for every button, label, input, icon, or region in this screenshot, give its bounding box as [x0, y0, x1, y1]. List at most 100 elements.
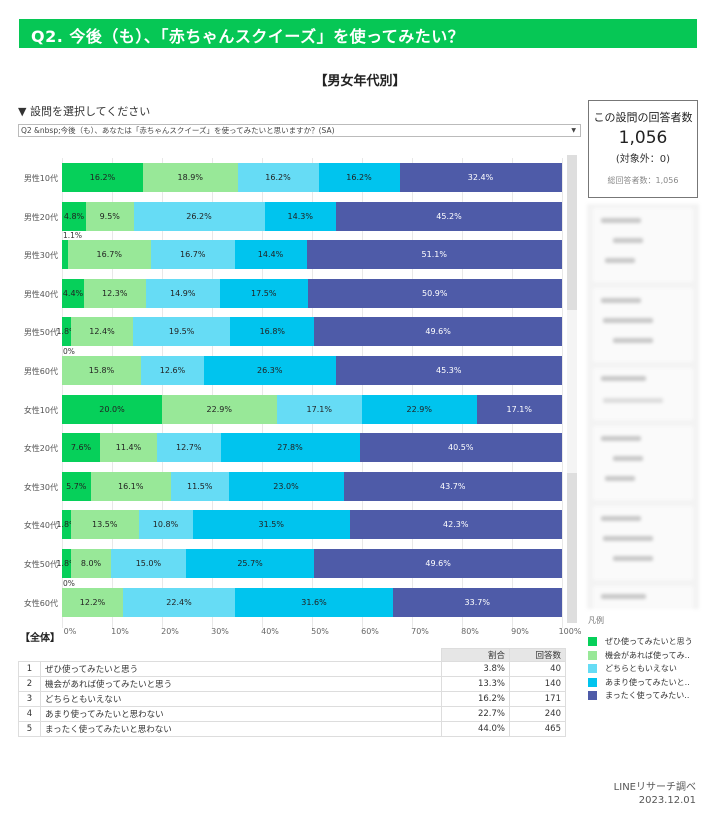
row-label: 男性50代	[23, 328, 58, 338]
table-cell-count: 40	[509, 661, 566, 677]
bar-segment[interactable]: 4.4%	[62, 278, 84, 308]
table-cell-count: 240	[509, 706, 566, 722]
stacked-bar[interactable]: 16.7% 16.7% 14.4% 51.1%	[62, 240, 562, 270]
bar-segment[interactable]: 1.8%	[56, 549, 77, 578]
legend-item[interactable]: 機会があれば使ってみ..	[588, 650, 690, 661]
bar-segment[interactable]: 1.8%	[56, 510, 77, 540]
bar-segment[interactable]: 16.2%	[62, 163, 143, 192]
stacked-bar[interactable]: 15.8% 12.6% 26.3% 45.3%	[62, 356, 562, 385]
bar-segment[interactable]: 14.3%	[264, 201, 336, 231]
section-title: 【男女年代別】	[314, 74, 406, 89]
stacked-bar[interactable]: 7.6% 11.4% 12.7% 27.8% 40.5%	[62, 433, 562, 463]
bar-segment[interactable]: 8.0%	[71, 549, 111, 578]
bar-segment[interactable]: 31.5%	[192, 510, 350, 540]
question-select[interactable]: Q2 &nbsp;今後（も）、あなたは「赤ちゃんスクイーズ」を使ってみたいと思い…	[18, 124, 581, 137]
stacked-bar[interactable]: 1.8% 8.0% 15.0% 25.7% 49.6%	[56, 549, 562, 578]
bar-segment[interactable]: 12.6%	[141, 356, 204, 385]
gridline	[362, 158, 363, 628]
scrollbar-thumb-lower[interactable]	[567, 473, 577, 623]
bar-segment[interactable]	[62, 240, 68, 270]
bar-segment[interactable]: 12.7%	[157, 433, 221, 463]
bar-segment[interactable]: 14.4%	[234, 240, 307, 270]
stacked-bar[interactable]: 4.4% 12.3% 14.9% 17.5% 50.9%	[62, 278, 562, 308]
bar-segment[interactable]: 40.5%	[359, 433, 562, 463]
x-axis-tick: 40%	[261, 627, 279, 636]
legend-item[interactable]: まったく使ってみたい..	[588, 690, 689, 701]
bar-segment[interactable]: 18.9%	[143, 163, 238, 192]
bar-segment[interactable]: 45.3%	[335, 356, 562, 385]
chart-scrollbar[interactable]	[567, 155, 577, 623]
bar-segment[interactable]: 22.9%	[362, 394, 477, 424]
bar-segment[interactable]: 16.2%	[237, 163, 319, 192]
bar-segment[interactable]: 27.8%	[220, 433, 360, 463]
bar-segment[interactable]: 25.7%	[185, 549, 315, 578]
legend-item[interactable]: あまり使ってみたいと..	[588, 677, 690, 688]
x-axis-tick: 0%	[63, 627, 77, 636]
bar-segment[interactable]: 49.6%	[314, 317, 563, 347]
stacked-bar[interactable]: 20.0% 22.9% 17.1% 22.9% 17.1%	[62, 394, 562, 424]
bar-segment[interactable]: 16.1%	[90, 471, 171, 501]
question-select-value: Q2 &nbsp;今後（も）、あなたは「赤ちゃんスクイーズ」を使ってみたいと思い…	[21, 126, 335, 135]
row-label: 女性20代	[23, 444, 58, 454]
bar-segment[interactable]: 12.4%	[71, 317, 133, 347]
bar-segment[interactable]: 17.1%	[476, 394, 562, 424]
bar-segment[interactable]: 49.6%	[314, 549, 562, 578]
bar-segment[interactable]: 1.8%	[56, 317, 77, 347]
stacked-bar[interactable]: 4.8% 9.5% 26.2% 14.3% 45.2%	[62, 201, 562, 231]
bar-segment[interactable]: 32.4%	[399, 163, 562, 192]
scrollbar-thumb[interactable]	[567, 155, 577, 310]
table-cell-idx: 1	[18, 661, 41, 677]
bar-segment[interactable]: 26.2%	[133, 201, 265, 231]
bar-segment[interactable]: 16.7%	[67, 240, 151, 270]
stacked-bar[interactable]: 1.8% 12.4% 19.5% 16.8% 49.6%	[56, 317, 563, 347]
legend-label: ぜひ使ってみたいと思う	[605, 637, 693, 646]
bar-segment[interactable]: 15.0%	[110, 549, 186, 578]
row-label: 男性10代	[23, 174, 58, 183]
dropdown-arrow-icon[interactable]: ▼	[571, 127, 576, 134]
bar-segment[interactable]: 16.8%	[230, 317, 315, 347]
bar-segment[interactable]: 15.8%	[62, 356, 141, 385]
bar-segment[interactable]: 23.0%	[228, 471, 344, 501]
bar-segment[interactable]: 43.7%	[343, 471, 562, 501]
bar-segment[interactable]: 16.2%	[318, 163, 400, 192]
bar-segment[interactable]: 45.2%	[336, 201, 562, 231]
bar-segment[interactable]: 33.7%	[393, 587, 562, 617]
bar-segment[interactable]: 51.1%	[306, 240, 562, 270]
bar-segment[interactable]: 22.9%	[162, 394, 277, 424]
bar-segment[interactable]: 12.3%	[84, 278, 146, 308]
bar-segment[interactable]: 14.9%	[145, 278, 220, 308]
stacked-bar[interactable]: 16.2% 18.9% 16.2% 16.2% 32.4%	[62, 163, 562, 192]
table-cell-idx: 2	[18, 676, 41, 692]
bar-segment[interactable]: 12.2%	[62, 587, 123, 617]
stacked-bar[interactable]: 5.7% 16.1% 11.5% 23.0% 43.7%	[62, 471, 562, 501]
bar-segment[interactable]: 11.5%	[171, 471, 229, 501]
bar-segment[interactable]: 42.3%	[350, 510, 562, 540]
legend-item[interactable]: ぜひ使ってみたいと思う	[588, 636, 693, 647]
bar-segment[interactable]: 11.4%	[100, 433, 157, 463]
table-cell-pct: 44.0%	[441, 721, 510, 737]
bar-segment[interactable]: 7.6%	[62, 433, 100, 463]
bar-segment[interactable]: 13.5%	[71, 510, 139, 540]
bar-segment[interactable]: 26.3%	[204, 356, 336, 385]
bar-segment[interactable]: 9.5%	[86, 201, 134, 231]
bar-segment[interactable]: 31.6%	[235, 587, 393, 617]
bar-segment[interactable]: 20.0%	[62, 394, 162, 424]
bar-segment[interactable]: 16.7%	[151, 240, 235, 270]
table-row: 5 まったく使ってみたいと思わない 44.0% 465	[18, 721, 566, 737]
x-axis-tick: 90%	[511, 627, 529, 636]
gridline	[112, 158, 113, 628]
stacked-bar[interactable]: 12.2% 22.4% 31.6% 33.7%	[62, 587, 562, 617]
bar-segment[interactable]: 5.7%	[62, 471, 91, 501]
bar-segment[interactable]: 17.5%	[220, 278, 308, 308]
bar-segment[interactable]: 19.5%	[132, 317, 231, 347]
column-header-ratio: 割合	[441, 648, 510, 662]
bar-segment[interactable]: 50.9%	[307, 278, 562, 308]
legend-item[interactable]: どちらともいえない	[588, 663, 677, 674]
stacked-bar[interactable]: 1.8% 13.5% 10.8% 31.5% 42.3%	[56, 510, 562, 540]
bar-segment[interactable]: 22.4%	[123, 587, 235, 617]
table-cell-count: 171	[509, 691, 566, 707]
bar-segment[interactable]: 10.8%	[138, 510, 193, 540]
bar-segment[interactable]: 17.1%	[276, 394, 362, 424]
bar-segment[interactable]: 4.8%	[62, 201, 86, 231]
row-label: 男性60代	[23, 367, 58, 376]
